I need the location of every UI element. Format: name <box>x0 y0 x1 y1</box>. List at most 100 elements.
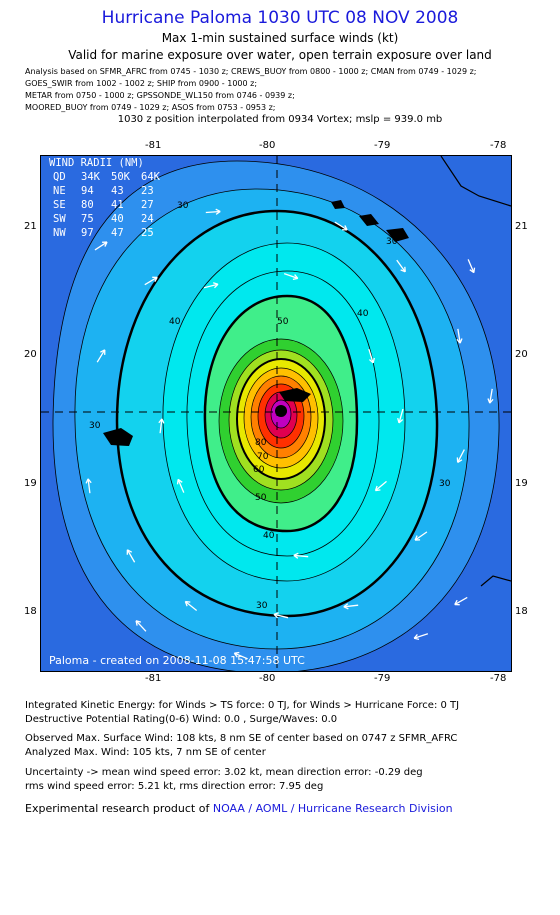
analysis-line: GOES_SWIR from 1002 - 1002 z; SHIP from … <box>25 79 258 88</box>
wind-arrow <box>184 601 198 611</box>
contour-label: 30 <box>386 237 398 247</box>
analyzed-max-line: Analyzed Max. Wind: 105 kts, 7 nm SE of … <box>25 747 266 758</box>
subtitle-exposure: Valid for marine exposure over water, op… <box>68 48 492 62</box>
contour-label: 40 <box>169 317 181 327</box>
wind-arrow <box>489 388 493 404</box>
wind-arrow-head <box>184 600 191 607</box>
island-cuba-east <box>103 428 133 446</box>
wind-radii-cell: NE <box>53 185 66 197</box>
wind-vectors <box>85 208 494 660</box>
wind-arrow <box>234 652 248 660</box>
wind-arrow-head <box>397 417 404 424</box>
ike-line: Integrated Kinetic Energy: for Winds > T… <box>25 700 460 711</box>
lon-tick-top: -80 <box>259 140 276 151</box>
product-credit: Experimental research product of NOAA / … <box>25 802 453 815</box>
wind-arrow-head <box>487 398 494 404</box>
credit-line: Paloma - created on 2008-11-08 15:47:58 … <box>49 654 305 667</box>
observed-max-line: Observed Max. Surface Wind: 108 kts, 8 n… <box>25 733 458 744</box>
wind-arrow-head <box>368 357 375 364</box>
wind-arrow-head <box>414 535 421 541</box>
lon-tick-top: -81 <box>145 140 162 151</box>
wind-arrow-head <box>456 457 463 463</box>
island-cayman <box>331 200 409 242</box>
wind-radii-cell: 47 <box>111 227 124 239</box>
wind-arrow <box>368 348 374 364</box>
wind-radii-table: WIND RADII (NM) QD 34K 50K 64K NE 94 43 … <box>49 157 161 239</box>
wind-arrow-head <box>342 225 348 231</box>
wind-arrow-head <box>102 241 108 247</box>
wind-radii-header: 34K <box>81 171 101 183</box>
wind-arrow-head <box>215 208 221 215</box>
wind-radii-cell: 24 <box>141 213 154 225</box>
wind-radii-title: WIND RADII (NM) <box>49 157 144 169</box>
wind-radii-cell: 97 <box>81 227 94 239</box>
wind-arrow-head <box>454 599 460 606</box>
hurricane-core <box>218 338 344 504</box>
dpr-line: Destructive Potential Rating(0-6) Wind: … <box>25 714 338 725</box>
island-jamaica <box>279 388 311 402</box>
coast-southeast <box>480 575 511 587</box>
contour-label: 80 <box>255 438 267 448</box>
lat-tick-right: 20 <box>515 349 528 360</box>
contour-label: 30 <box>177 201 189 211</box>
wind-arrow-head <box>456 338 463 344</box>
wind-arrow-head <box>176 478 183 485</box>
wind-arrow <box>283 273 299 279</box>
analysis-line: MOORED_BUOY from 0749 - 1029 z; ASOS fro… <box>25 103 276 112</box>
product-prefix: Experimental research product of <box>25 802 210 815</box>
wind-arrow <box>398 408 404 424</box>
lat-tick-left: 19 <box>24 478 37 489</box>
wind-arrow <box>205 210 221 214</box>
wind-radii-header: QD <box>53 171 66 183</box>
wind-arrow <box>396 259 406 273</box>
wind-arrow-head <box>126 549 133 555</box>
wind-arrow-head <box>85 478 92 484</box>
wind-radii-cell: 75 <box>81 213 94 225</box>
wind-arrow-head <box>213 282 219 289</box>
contour-label: 50 <box>255 493 267 503</box>
wind-arrow <box>375 480 387 492</box>
product-org-link[interactable]: NOAA / AOML / Hurricane Research Divisio… <box>212 802 453 815</box>
eye-marker <box>275 405 287 417</box>
lat-tick-right: 18 <box>515 606 528 617</box>
wind-radii-cell: 40 <box>111 213 124 225</box>
contour-label: 30 <box>256 601 268 611</box>
wind-radii-header: 64K <box>141 171 161 183</box>
wind-arrow <box>144 276 158 286</box>
coast-hispaniola <box>440 156 511 207</box>
wind-radii-header: 50K <box>111 171 131 183</box>
wind-arrow-head <box>413 634 420 641</box>
wind-radii-cell: 27 <box>141 199 154 211</box>
wind-arrow <box>334 221 348 231</box>
lon-tick-top: -78 <box>490 140 507 151</box>
wind-arrow-head <box>158 418 165 424</box>
wind-radii-cell: 25 <box>141 227 154 239</box>
wind-arrow <box>414 531 428 541</box>
wind-arrow <box>273 613 289 619</box>
wind-radii-cell: NW <box>53 227 66 239</box>
wind-arrow-head <box>400 266 406 273</box>
contour-label: 60 <box>253 465 265 475</box>
wind-arrow <box>457 449 465 463</box>
wind-arrow <box>454 596 468 606</box>
wind-arrow <box>159 418 163 434</box>
wind-arrow-head <box>152 276 158 283</box>
wind-arrow-head <box>135 620 142 626</box>
lon-tick-bottom: -79 <box>374 673 391 684</box>
contour-label: 30 <box>439 479 451 489</box>
uncertainty-line: Uncertainty -> mean wind speed error: 3.… <box>25 767 423 778</box>
page-title: Hurricane Paloma 1030 UTC 08 NOV 2008 <box>101 8 459 28</box>
wind-arrow-head <box>374 485 381 492</box>
wind-arrow <box>96 349 106 363</box>
wind-arrow-head <box>293 552 299 559</box>
wind-arrow-head <box>469 267 476 274</box>
wind-radii-cell: SE <box>53 199 66 211</box>
lat-tick-left: 21 <box>24 221 37 232</box>
contour-label: 40 <box>263 531 275 541</box>
wind-arrow <box>467 259 475 273</box>
wind-radii-cell: 23 <box>141 185 154 197</box>
wind-radii-cell: 41 <box>111 199 124 211</box>
subtitle-wind-type: Max 1-min sustained surface winds (kt) <box>161 31 399 45</box>
wind-field-map: 30 30 30 30 30 40 40 40 50 50 60 70 80 W… <box>40 155 512 672</box>
wind-radii-cell: 80 <box>81 199 94 211</box>
